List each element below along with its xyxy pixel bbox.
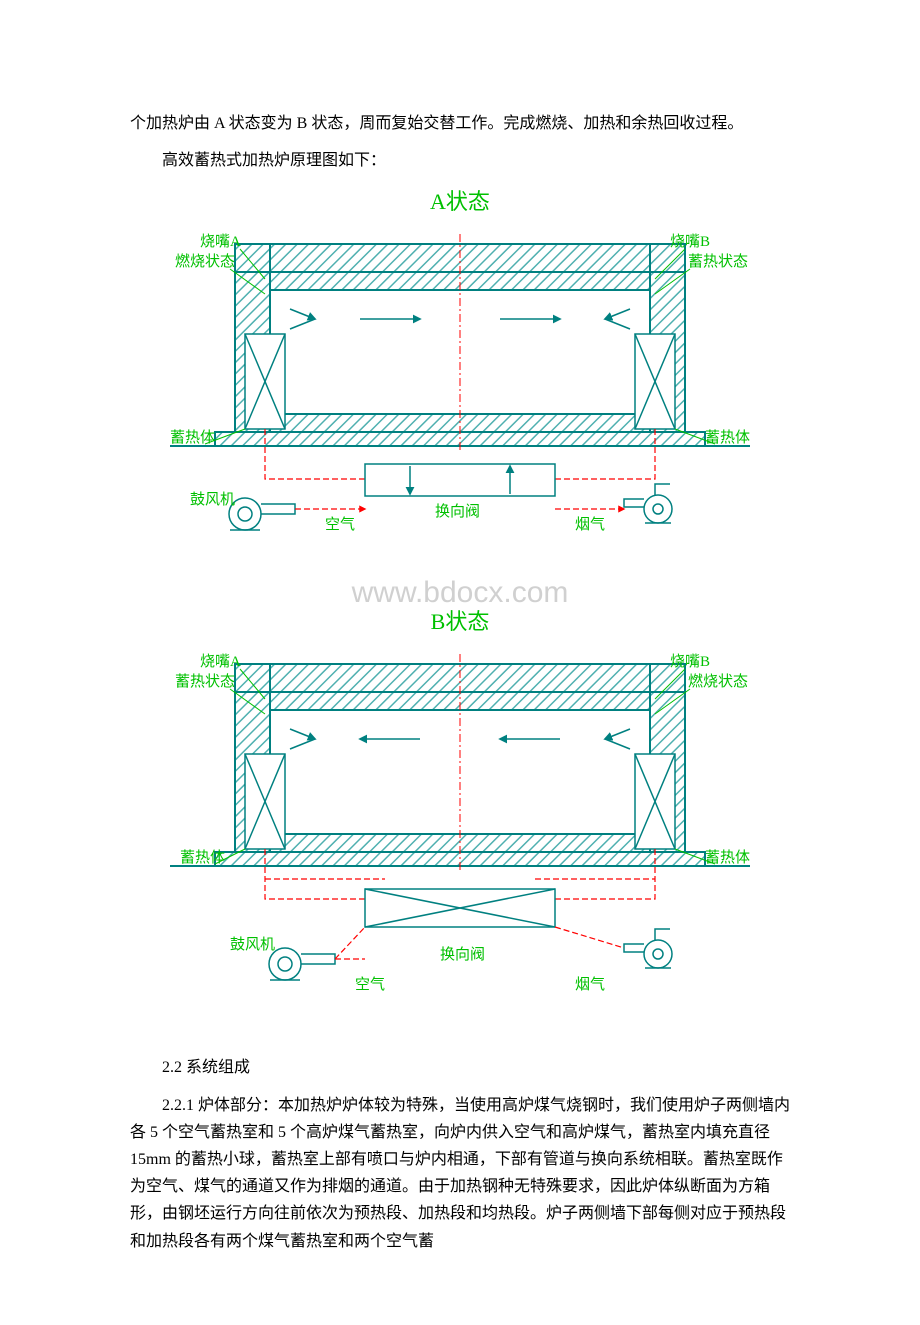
state-a: A状态 [170,189,750,533]
svg-text:烧嘴A: 烧嘴A [200,653,241,670]
svg-text:空气: 空气 [325,516,355,533]
paragraph-1: 个加热炉由 A 状态变为 B 状态，周而复始交替工作。完成燃烧、加热和余热回收过… [130,110,790,137]
svg-text:蓄热体: 蓄热体 [180,849,225,866]
diagram-container: A状态 [130,184,790,1044]
watermark: www.bdocx.com [351,576,569,609]
state-b: B状态 [170,609,750,993]
svg-text:蓄热状态: 蓄热状态 [688,253,748,270]
section-2-2: 2.2 系统组成 [130,1054,790,1081]
svg-text:烟气: 烟气 [575,976,605,993]
svg-text:蓄热体: 蓄热体 [170,429,215,446]
svg-text:空气: 空气 [355,976,385,993]
svg-text:烧嘴B: 烧嘴B [670,233,710,250]
paragraph-2: 高效蓄热式加热炉原理图如下： [130,147,790,174]
fan-right-icon [624,484,672,523]
svg-text:燃烧状态: 燃烧状态 [688,672,748,690]
svg-text:燃烧状态: 燃烧状态 [175,252,235,270]
svg-text:烟气: 烟气 [575,516,605,533]
furnace-diagram: A状态 [130,184,790,1044]
svg-text:换向阀: 换向阀 [440,946,485,963]
svg-text:换向阀: 换向阀 [435,503,480,520]
blower-left-icon [229,498,295,530]
svg-text:蓄热体: 蓄热体 [705,429,750,446]
svg-text:鼓风机: 鼓风机 [230,936,275,953]
svg-text:烧嘴B: 烧嘴B [670,653,710,670]
title-a: A状态 [430,189,490,214]
svg-text:蓄热体: 蓄热体 [705,849,750,866]
title-b: B状态 [431,609,490,634]
svg-text:鼓风机: 鼓风机 [190,491,235,508]
svg-text:蓄热状态: 蓄热状态 [175,673,235,690]
svg-text:烧嘴A: 烧嘴A [200,233,241,250]
section-2-2-1: 2.2.1 炉体部分：本加热炉炉体较为特殊，当使用高炉煤气烧钢时，我们使用炉子两… [130,1092,790,1255]
